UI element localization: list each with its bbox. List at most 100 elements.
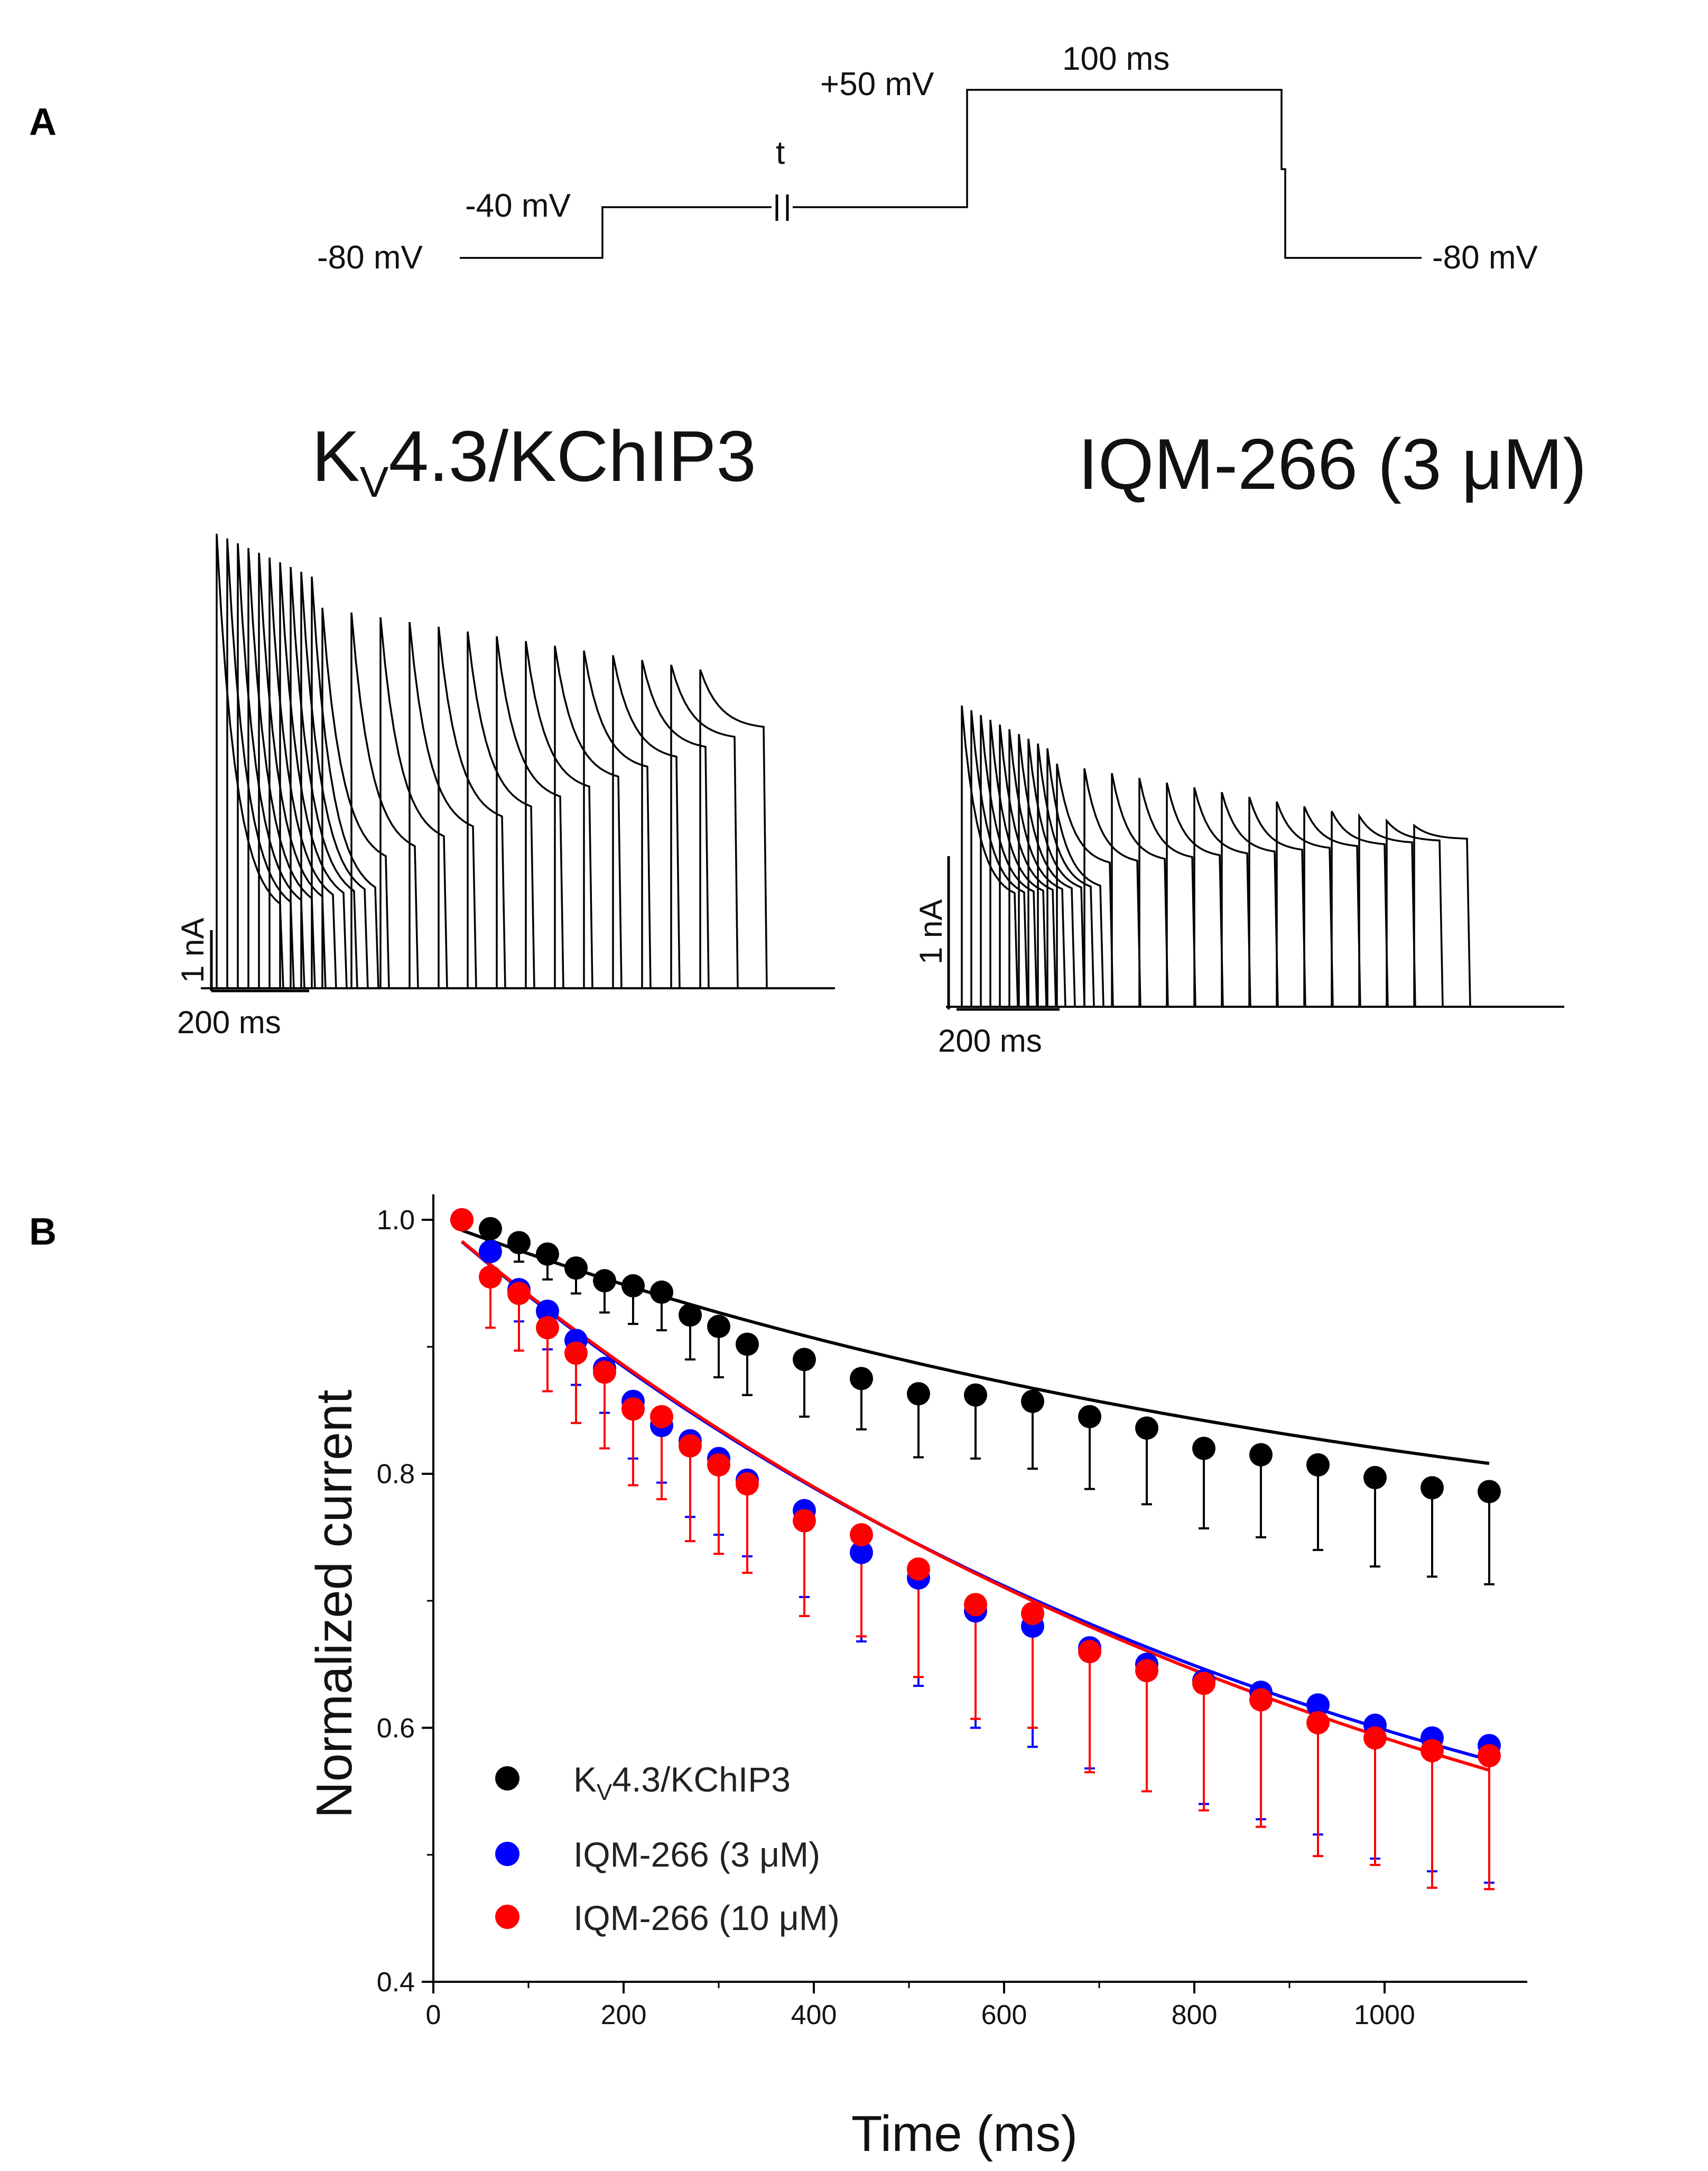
data-point-series-1 xyxy=(1306,1693,1330,1717)
drug-current-traces xyxy=(946,705,1564,1008)
protocol-hold-left: -80 mV xyxy=(317,239,423,276)
drug-trace-6 xyxy=(1001,729,1066,1008)
drug-trace-10 xyxy=(1039,748,1104,1008)
drug-trace-20 xyxy=(1296,806,1361,1008)
data-point-series-2 xyxy=(679,1434,702,1458)
data-point-series-1 xyxy=(850,1541,873,1564)
drug-trace-12 xyxy=(1076,768,1141,1008)
data-point-series-2 xyxy=(1306,1711,1330,1734)
data-point-series-0 xyxy=(964,1383,987,1407)
data-point-series-0 xyxy=(564,1256,588,1280)
data-point-series-2 xyxy=(507,1282,531,1305)
data-point-series-2 xyxy=(964,1593,987,1617)
protocol-duration-label: 100 ms xyxy=(1062,41,1169,77)
x-tick-label: 0 xyxy=(426,2000,441,2030)
data-point-series-0 xyxy=(1135,1416,1158,1440)
x-tick-label: 1000 xyxy=(1354,2000,1415,2030)
legend-label-control: KV4.3/KChIP3 xyxy=(573,1760,791,1805)
drug-trace-24 xyxy=(1406,823,1471,1008)
drug-trace-11 xyxy=(1048,763,1114,1008)
control-trace-3 xyxy=(229,543,305,989)
data-point-series-1 xyxy=(536,1300,559,1323)
control-trace-24 xyxy=(692,669,768,989)
data-point-series-0 xyxy=(1363,1465,1387,1489)
x-tick-label: 400 xyxy=(791,2000,837,2030)
control-trace-10 xyxy=(303,576,379,989)
drug-trace-7 xyxy=(1010,734,1076,1008)
drug-title: IQM-266 (3 μM) xyxy=(1078,424,1587,504)
data-point-series-2 xyxy=(736,1472,759,1496)
control-trace-9 xyxy=(293,571,369,989)
legend-label-iqm10: IQM-266 (10 μM) xyxy=(573,1898,840,1937)
data-point-series-2 xyxy=(850,1523,873,1547)
control-trace-5 xyxy=(250,552,327,989)
protocol-test-pulse-label: +50 mV xyxy=(820,66,934,103)
data-point-series-0 xyxy=(1249,1443,1273,1467)
data-point-series-0 xyxy=(1421,1476,1444,1500)
drug-trace-4 xyxy=(982,719,1047,1008)
legend-marker-iqm3 xyxy=(495,1842,519,1866)
data-point-series-1 xyxy=(479,1240,502,1264)
panel-b-letter: B xyxy=(29,1211,57,1253)
data-point-series-2 xyxy=(1421,1739,1444,1762)
voltage-protocol: -80 mV -40 mV t +50 mV 100 ms -80 mV xyxy=(317,41,1538,276)
control-trace-6 xyxy=(261,557,337,989)
data-point-series-2 xyxy=(621,1397,645,1421)
data-point-series-0 xyxy=(907,1382,930,1406)
data-point-series-2 xyxy=(1249,1688,1273,1712)
protocol-prepulse-label: -40 mV xyxy=(465,188,571,224)
chart-axes: 0 200 400 600 800 1000 0.4 0.6 0.8 1.0 xyxy=(377,1194,1527,2030)
control-title-rest: 4.3/KChIP3 xyxy=(388,416,756,496)
data-point-series-2 xyxy=(593,1360,616,1384)
data-point-series-0 xyxy=(479,1217,502,1240)
data-point-series-2 xyxy=(479,1265,502,1289)
control-trace-4 xyxy=(240,548,316,989)
drug-trace-23 xyxy=(1378,818,1444,1008)
drug-trace-19 xyxy=(1268,801,1334,1008)
drug-trace-1 xyxy=(953,705,1019,1008)
protocol-trace-2 xyxy=(793,89,1422,259)
control-title: KV4.3/KChIP3 xyxy=(312,416,756,506)
y-tick-label: 0.6 xyxy=(377,1713,415,1743)
data-point-series-2 xyxy=(1021,1602,1044,1626)
data-point-series-2 xyxy=(650,1405,673,1428)
data-point-series-2 xyxy=(793,1509,816,1533)
y-tick-label: 1.0 xyxy=(377,1205,415,1236)
data-point-series-0 xyxy=(679,1303,702,1327)
control-current-traces xyxy=(201,533,835,989)
drug-scale-bar: 1 nA 200 ms xyxy=(913,856,1060,1059)
data-point-series-0 xyxy=(650,1281,673,1304)
drug-trace-14 xyxy=(1131,777,1196,1008)
protocol-trace xyxy=(460,206,772,259)
control-title-sub: V xyxy=(360,458,389,506)
data-point-series-0 xyxy=(736,1332,759,1356)
data-point-series-0 xyxy=(593,1269,616,1293)
control-trace-2 xyxy=(219,538,295,989)
data-point-series-0 xyxy=(1021,1389,1044,1413)
chart-legend: KV4.3/KChIP3 IQM-266 (3 μM) IQM-266 (10 … xyxy=(495,1760,840,1937)
y-tick-label: 0.8 xyxy=(377,1459,415,1490)
x-tick-label: 600 xyxy=(981,2000,1027,2030)
legend-label-iqm3: IQM-266 (3 μM) xyxy=(573,1835,820,1874)
x-tick-label: 200 xyxy=(601,2000,647,2030)
legend-control-rest: 4.3/KChIP3 xyxy=(612,1760,791,1799)
drug-trace-22 xyxy=(1351,813,1416,1008)
drug-trace-2 xyxy=(963,710,1028,1008)
drug-trace-3 xyxy=(972,715,1038,1008)
drug-trace-8 xyxy=(1020,738,1085,1008)
control-scale-bar: 1 nA 200 ms xyxy=(175,918,309,1040)
legend-marker-control xyxy=(495,1766,519,1790)
drug-trace-17 xyxy=(1213,792,1279,1008)
drug-scale-current-label: 1 nA xyxy=(913,899,949,964)
data-point-series-0 xyxy=(793,1348,816,1371)
data-point-series-0 xyxy=(1078,1405,1101,1428)
protocol-interval-label: t xyxy=(776,135,785,171)
data-point-series-2 xyxy=(1192,1672,1215,1695)
drug-trace-18 xyxy=(1241,796,1306,1008)
legend-control-main: K xyxy=(573,1760,597,1799)
drug-trace-13 xyxy=(1103,773,1169,1008)
data-point-series-2 xyxy=(1363,1726,1387,1750)
legend-control-sub: V xyxy=(597,1779,612,1805)
